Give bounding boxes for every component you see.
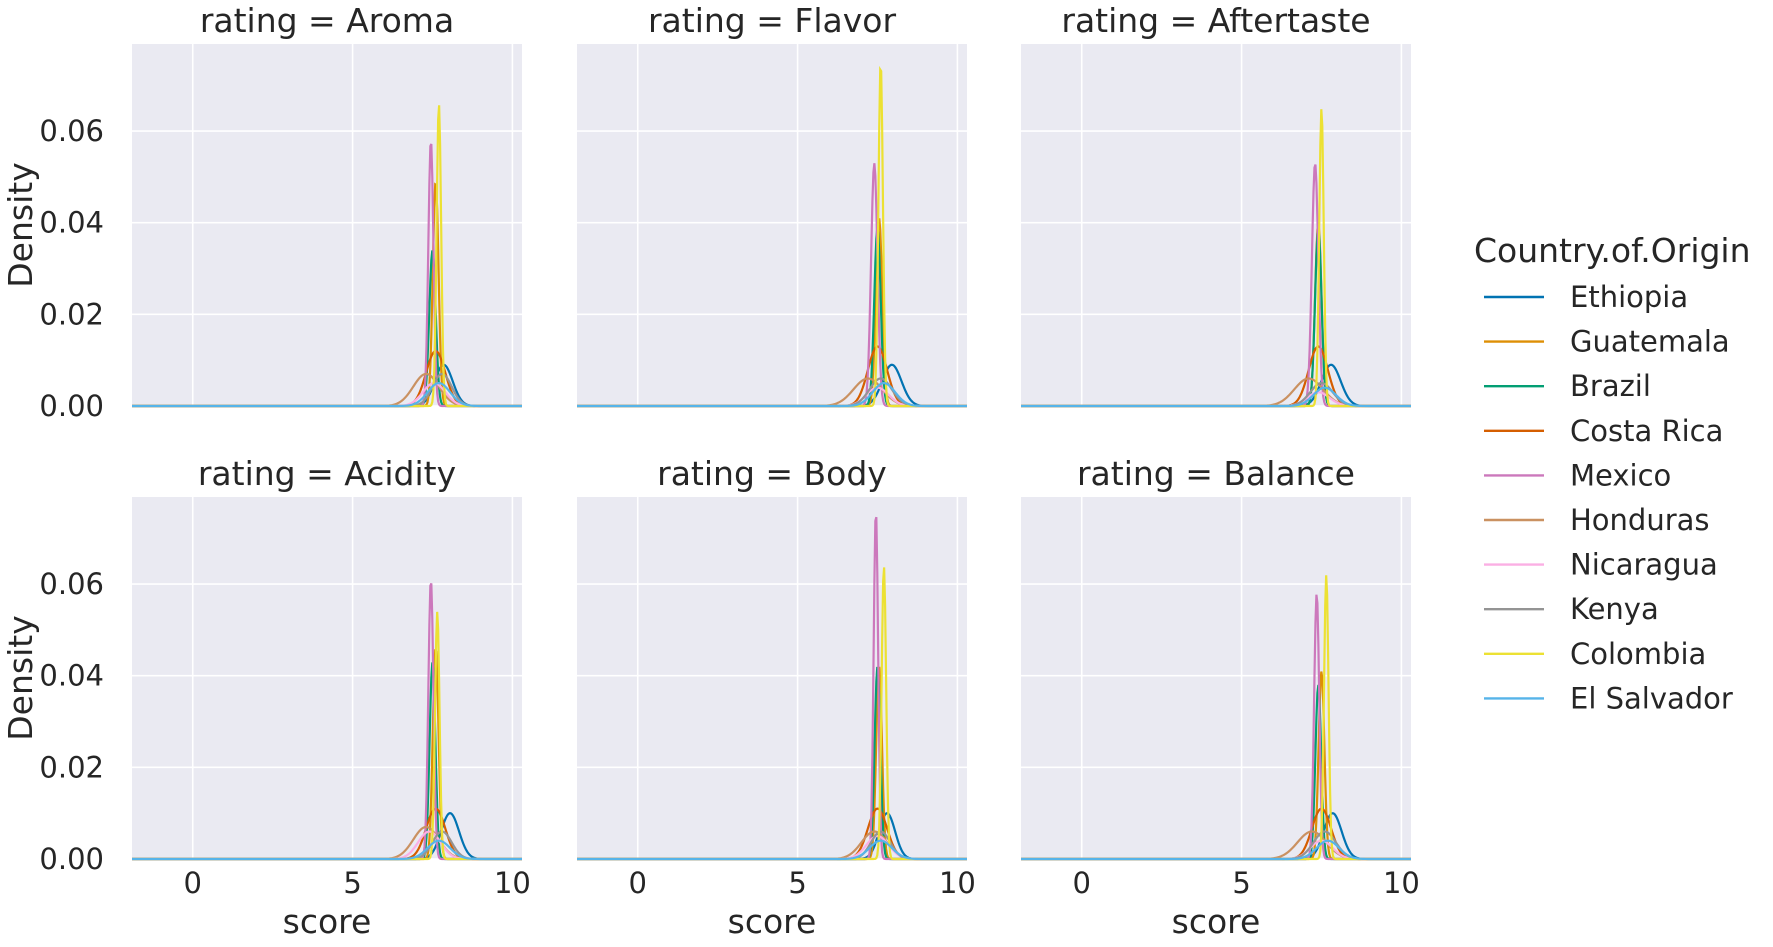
- x-tick-label: 0: [184, 866, 202, 900]
- x-tick-label: 10: [494, 866, 531, 900]
- legend: Country.of.Origin Ethiopia Guatemala Brazil…: [1474, 231, 1751, 715]
- x-tick-label: 0: [629, 866, 647, 900]
- x-tick-label: 10: [939, 866, 976, 900]
- legend-label: Colombia: [1570, 637, 1706, 671]
- legend-item: Honduras: [1484, 503, 1710, 537]
- kde-line-el-salvador: [1021, 386, 1411, 408]
- facet-grid: rating = Aroma0.000.020.040.06Densityrat…: [1, 1, 1420, 941]
- kde-line-el-salvador: [577, 839, 967, 861]
- legend-label: Honduras: [1570, 503, 1710, 537]
- kde-curves: [132, 582, 522, 861]
- facet-panel-aftertaste: rating = Aftertaste: [1021, 1, 1411, 408]
- facet-title: rating = Aroma: [200, 1, 454, 40]
- kde-curves: [1021, 109, 1411, 408]
- legend-item: El Salvador: [1484, 681, 1733, 715]
- legend-label: Guatemala: [1570, 325, 1730, 359]
- legend-item: Colombia: [1484, 637, 1706, 671]
- legend-label: Kenya: [1570, 592, 1659, 626]
- legend-item: Brazil: [1484, 369, 1651, 403]
- plot-background: [577, 497, 967, 859]
- plot-background: [1021, 44, 1411, 406]
- plot-background: [1021, 497, 1411, 859]
- y-axis-label: Density: [1, 162, 40, 287]
- legend-label: Costa Rica: [1570, 414, 1723, 448]
- y-tick-label: 0.06: [39, 114, 104, 148]
- legend-label: Nicaragua: [1570, 548, 1718, 582]
- facet-title: rating = Flavor: [648, 1, 896, 40]
- legend-title: Country.of.Origin: [1474, 231, 1751, 270]
- facet-panel-body: rating = Body 0 5 10 score: [577, 454, 976, 941]
- facet-panel-acidity: rating = Acidity 0.00 0.02 0.04 0.06 Density 0…: [1, 454, 531, 941]
- legend-item: Mexico: [1484, 458, 1671, 492]
- x-axis-label: score: [283, 902, 372, 941]
- legend-item: Nicaragua: [1484, 548, 1718, 582]
- kde-curves: [577, 516, 967, 861]
- legend-item: Guatemala: [1484, 325, 1730, 359]
- y-tick-label: 0.04: [39, 659, 104, 693]
- legend-item: Ethiopia: [1484, 280, 1688, 314]
- y-tick-label: 0.00: [39, 389, 104, 423]
- x-tick-label: 5: [788, 866, 806, 900]
- kde-line-el-salvador: [132, 839, 522, 861]
- plot-background: [132, 44, 522, 406]
- facet-panel-aroma: rating = Aroma 0.00 0.02 0.04 0.06 Density: [1, 1, 522, 423]
- kde-line-el-salvador: [1021, 839, 1411, 861]
- legend-label: Mexico: [1570, 458, 1671, 492]
- legend-label: Ethiopia: [1570, 280, 1688, 314]
- facet-title: rating = Body: [657, 454, 887, 493]
- facet-title: rating = Aftertaste: [1061, 1, 1370, 40]
- plot-background: [577, 44, 967, 406]
- legend-item: Costa Rica: [1484, 414, 1723, 448]
- legend-label: Brazil: [1570, 369, 1651, 403]
- x-axis-label: score: [1172, 902, 1261, 941]
- x-tick-label: 0: [1073, 866, 1091, 900]
- y-tick-label: 0.02: [39, 750, 104, 784]
- y-tick-label: 0.00: [39, 842, 104, 876]
- facet-title: rating = Balance: [1077, 454, 1355, 493]
- facet-panel-flavor: rating = Flavor: [577, 1, 967, 408]
- kde-line-el-salvador: [577, 381, 967, 408]
- x-tick-label: 5: [1232, 866, 1250, 900]
- kde-curves: [1021, 575, 1411, 861]
- y-tick-label: 0.06: [39, 567, 104, 601]
- kde-line-el-salvador: [132, 381, 522, 408]
- facet-title: rating = Acidity: [198, 454, 456, 493]
- legend-item: Kenya: [1484, 592, 1659, 626]
- y-tick-label: 0.02: [39, 297, 104, 331]
- facet-panel-balance: rating = Balance 0 5 10 score: [1021, 454, 1420, 941]
- plot-background: [132, 497, 522, 859]
- kde-curves: [577, 65, 967, 408]
- x-axis-label: score: [728, 902, 817, 941]
- y-axis-label: Density: [1, 615, 40, 740]
- x-tick-label: 5: [343, 866, 361, 900]
- kde-curves: [132, 105, 522, 408]
- legend-label: El Salvador: [1570, 681, 1733, 715]
- y-tick-label: 0.04: [39, 206, 104, 240]
- x-tick-label: 10: [1383, 866, 1420, 900]
